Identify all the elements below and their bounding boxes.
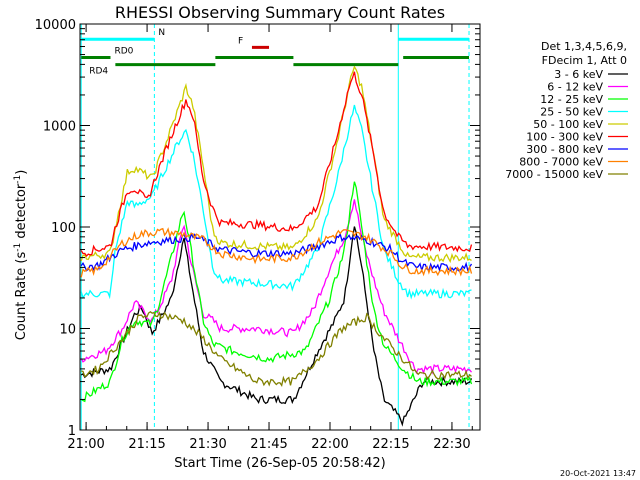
x-tick-label-3: 21:45	[250, 437, 287, 452]
y-tick-label-2: 100	[51, 221, 76, 236]
y-axis-label-mid: detector	[14, 183, 29, 243]
x-tick-label-2: 21:30	[189, 437, 226, 452]
series-line-4	[80, 65, 472, 264]
y-tick-label-4: 10000	[35, 18, 76, 33]
y-tick-label-3: 1000	[43, 120, 76, 135]
y-axis-label-end: )	[14, 170, 29, 175]
series-line-0	[80, 226, 473, 427]
x-tick-label-0: 21:00	[67, 437, 104, 452]
plot-area: N F RD0 RD4	[80, 24, 473, 430]
x-axis-label: Start Time (26-Sep-05 20:58:42)	[174, 456, 385, 471]
y-tick-label-0: 1	[68, 424, 76, 439]
legend-entry-1: 6 - 12 keV	[547, 81, 603, 94]
y-tick-label-1: 10	[59, 323, 76, 338]
bar-label-rd0: RD0	[114, 46, 133, 56]
x-tick-label-5: 22:15	[372, 437, 409, 452]
legend: Det 1,3,4,5,6,9,FDecim 1, Att 03 - 6 keV…	[505, 40, 628, 181]
series-line-6	[80, 231, 473, 273]
legend-entry-0: 3 - 6 keV	[554, 68, 603, 81]
legend-entry-6: 300 - 800 keV	[526, 143, 603, 156]
y-axis-label-sup-1: -1	[13, 243, 23, 252]
legend-header-1: FDecim 1, Att 0	[542, 54, 627, 67]
legend-entry-7: 800 - 7000 keV	[519, 156, 603, 169]
chart-title: RHESSI Observing Summary Count Rates	[115, 3, 445, 22]
legend-entry-4: 50 - 100 keV	[533, 118, 603, 131]
series-line-3	[80, 104, 472, 300]
bar-label-rd4: RD4	[89, 67, 108, 77]
axes: 21:00 21:15 21:30 21:45 22:00 22:15 22:30 1 10 10…	[35, 18, 481, 452]
series-line-7	[80, 227, 473, 278]
legend-entry-8: 7000 - 15000 keV	[505, 168, 603, 181]
legend-header-0: Det 1,3,4,5,6,9,	[541, 40, 627, 53]
series-line-8	[81, 311, 472, 387]
x-tick-label-6: 22:30	[433, 437, 470, 452]
series-line-5	[80, 71, 473, 258]
y-axis-label-sup-2: -1	[13, 175, 23, 184]
y-axis-label: Count Rate (s-1 detector-1)	[13, 170, 29, 341]
y-axis-label-main: Count Rate (s	[14, 252, 29, 341]
footer-date: 20-Oct-2021 13:47	[560, 469, 636, 478]
series-line-2	[80, 181, 473, 403]
x-tick-label-1: 21:15	[128, 437, 165, 452]
bar-label-n: N	[158, 28, 165, 38]
legend-entry-2: 12 - 25 keV	[540, 93, 603, 106]
legend-entry-5: 100 - 300 keV	[526, 131, 603, 144]
x-tick-label-4: 22:00	[311, 437, 348, 452]
bar-label-f: F	[238, 36, 243, 46]
legend-entry-3: 25 - 50 keV	[540, 106, 603, 119]
